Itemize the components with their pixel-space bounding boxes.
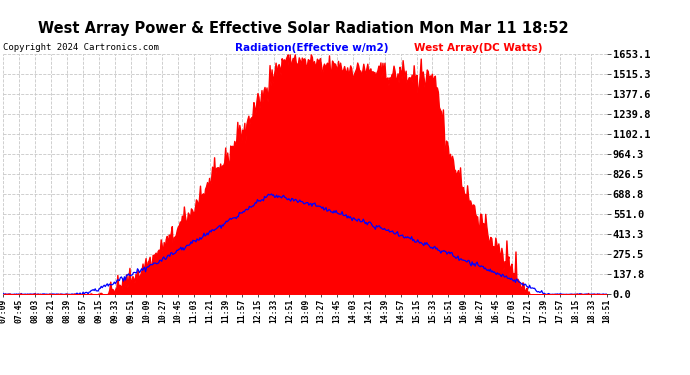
Text: West Array(DC Watts): West Array(DC Watts) — [414, 43, 542, 53]
Text: West Array Power & Effective Solar Radiation Mon Mar 11 18:52: West Array Power & Effective Solar Radia… — [38, 21, 569, 36]
Text: Copyright 2024 Cartronics.com: Copyright 2024 Cartronics.com — [3, 43, 159, 52]
Text: Radiation(Effective w/m2): Radiation(Effective w/m2) — [235, 43, 388, 53]
